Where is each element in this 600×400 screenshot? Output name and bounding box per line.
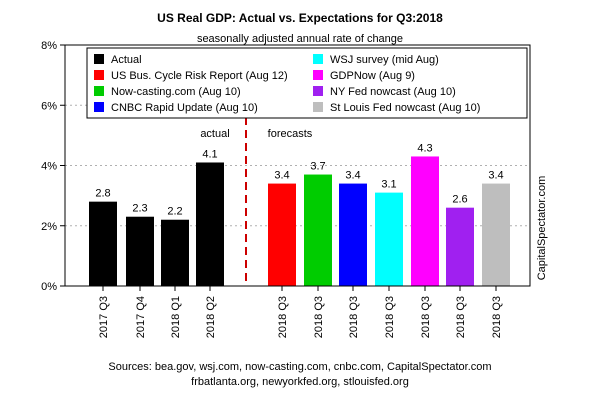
forecasts-section-label: forecasts	[268, 128, 313, 140]
x-tick-label: 2018 Q2	[205, 296, 217, 338]
legend-label: GDPNow (Aug 9)	[330, 70, 415, 82]
legend-swatch	[94, 70, 104, 80]
y-tick-label: 2%	[41, 221, 57, 233]
y-tick-label: 4%	[41, 161, 57, 173]
bar-value-label: 2.6	[452, 194, 467, 206]
legend-swatch	[94, 54, 104, 64]
legend-swatch	[313, 86, 323, 96]
bar-value-label: 2.3	[132, 203, 147, 215]
x-tick-label: 2017 Q4	[135, 296, 147, 338]
bar	[411, 156, 439, 286]
actual-section-label: actual	[200, 128, 229, 140]
bar-value-label: 3.7	[310, 161, 325, 173]
legend: Actual US Bus. Cycle Risk Report (Aug 12)…	[86, 47, 528, 119]
bar	[126, 216, 154, 286]
bar	[161, 219, 189, 286]
bar	[304, 174, 332, 286]
plot-border	[64, 44, 531, 287]
y-tick-label: 6%	[41, 100, 57, 112]
legend-label: Now-casting.com (Aug 10)	[111, 86, 241, 98]
x-tick-label: 2018 Q3	[491, 296, 503, 338]
legend-label: WSJ survey (mid Aug)	[330, 54, 439, 66]
x-tick-label: 2018 Q3	[348, 296, 360, 338]
x-axis: 2017 Q3 2017 Q4 2018 Q1 2018 Q2 2018 Q3 2018 …	[98, 286, 503, 338]
sources-line-1: Sources: bea.gov, wsj.com, now-casting.c…	[108, 361, 491, 373]
x-tick-label: 2018 Q1	[170, 296, 182, 338]
chart-title: US Real GDP: Actual vs. Expectations for…	[157, 11, 443, 25]
legend-swatch	[94, 102, 104, 112]
bar	[89, 201, 117, 286]
bar	[268, 183, 296, 286]
legend-label: St Louis Fed nowcast (Aug 10)	[330, 102, 480, 114]
legend-label: US Bus. Cycle Risk Report (Aug 12)	[111, 70, 288, 82]
x-tick-label: 2018 Q3	[455, 296, 467, 338]
bar-value-label: 2.2	[167, 206, 182, 218]
y-tick-label: 0%	[41, 281, 57, 293]
bar	[482, 183, 510, 286]
legend-swatch	[313, 102, 323, 112]
x-tick-label: 2018 Q3	[313, 296, 325, 338]
x-tick-label: 2018 Q3	[277, 296, 289, 338]
legend-label: CNBC Rapid Update (Aug 10)	[111, 102, 258, 114]
x-tick-label: 2018 Q3	[420, 296, 432, 338]
bar	[339, 183, 367, 286]
bar-value-label: 3.4	[488, 170, 503, 182]
bar-value-label: 4.1	[202, 148, 217, 160]
legend-swatch	[94, 86, 104, 96]
bar	[375, 192, 403, 286]
bar-value-label: 2.8	[95, 188, 110, 200]
legend-swatch	[313, 54, 323, 64]
x-tick-label: 2018 Q3	[384, 296, 396, 338]
legend-label: NY Fed nowcast (Aug 10)	[330, 86, 456, 98]
legend-swatch	[313, 70, 323, 80]
y-tick-label: 8%	[41, 40, 57, 52]
x-tick-label: 2017 Q3	[98, 296, 110, 338]
bar	[196, 162, 224, 286]
legend-label: Actual	[111, 54, 142, 66]
sources-line-2: frbatlanta.org, newyorkfed.org, stlouisf…	[191, 376, 409, 388]
bar-value-label: 4.3	[417, 142, 432, 154]
legend-box	[86, 47, 528, 119]
side-watermark-label: CapitalSpectator.com	[536, 176, 548, 281]
bar-value-label: 3.1	[381, 179, 396, 191]
bar	[446, 207, 474, 286]
bar-value-label: 3.4	[274, 170, 289, 182]
bars-group: 2.8 2.3 2.2 4.1 3.4 3.7 3.4 3.1 4.3 2.6 3.4	[89, 142, 510, 286]
y-axis: 0% 2% 4% 6% 8%	[41, 40, 65, 293]
chart-subtitle: seasonally adjusted annual rate of chang…	[197, 33, 403, 45]
bar-value-label: 3.4	[345, 170, 360, 182]
